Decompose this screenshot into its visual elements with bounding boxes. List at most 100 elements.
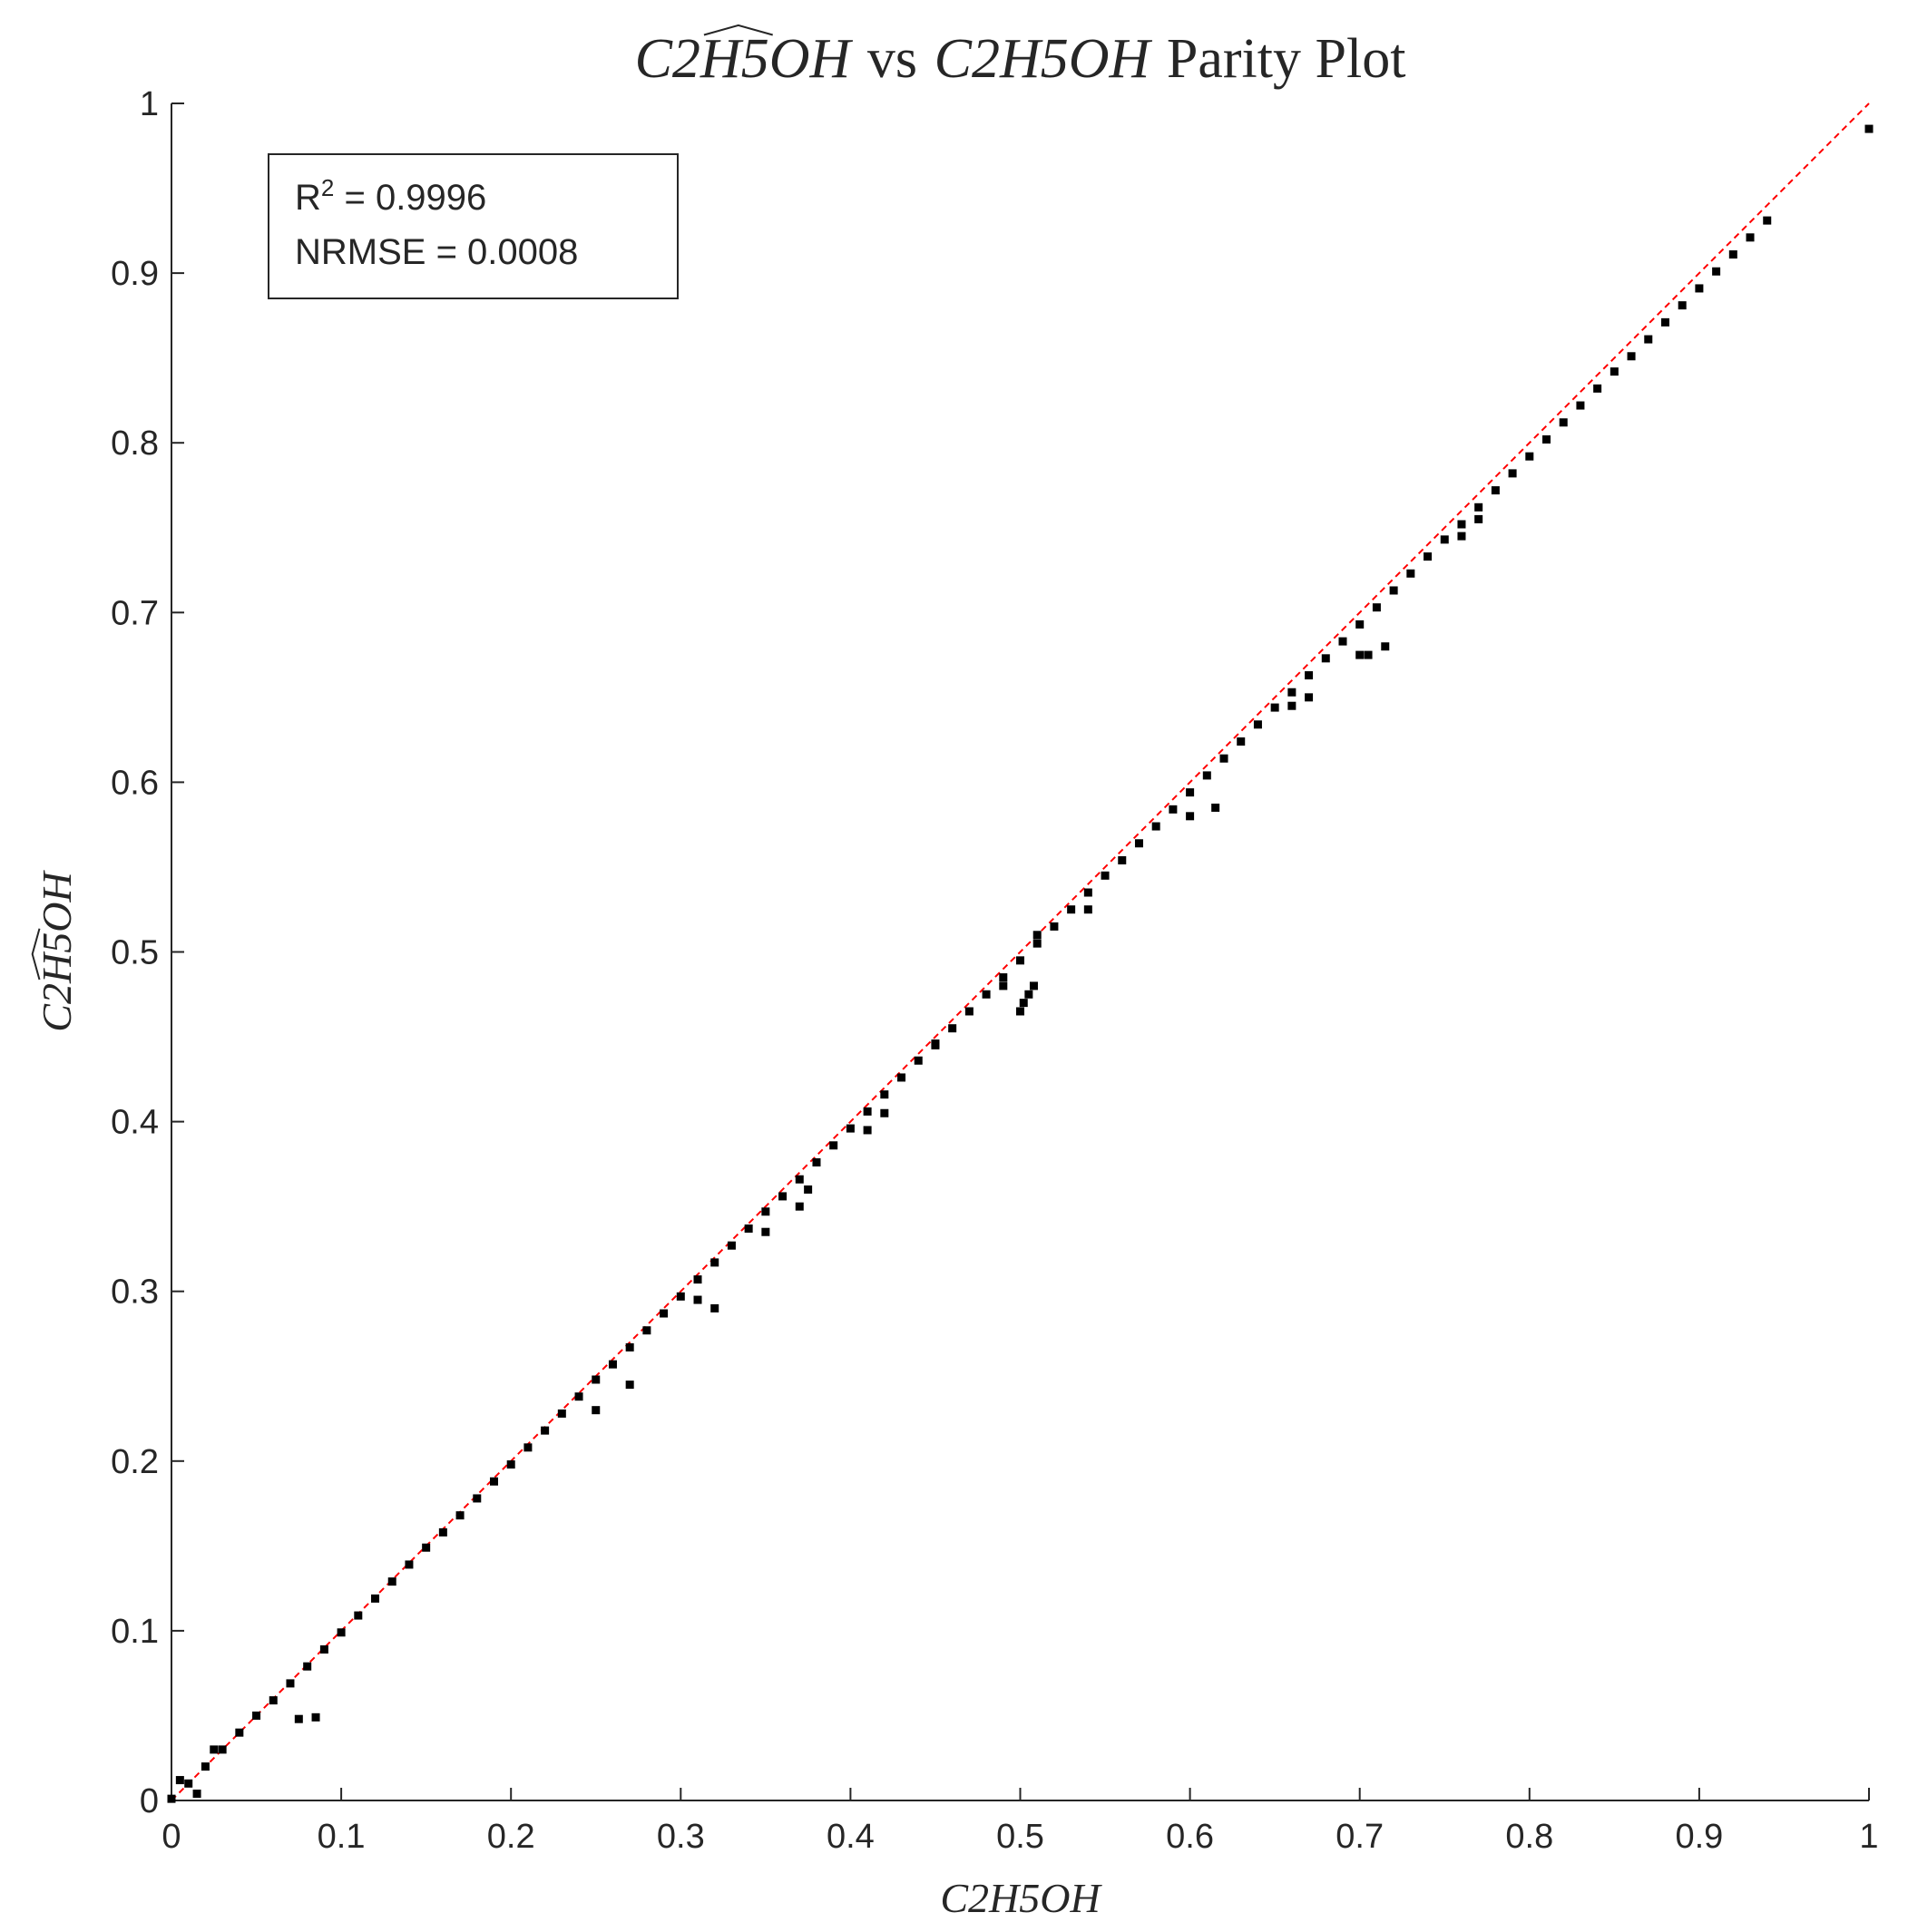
point (1542, 434, 1551, 444)
point (1381, 642, 1390, 651)
point (1186, 788, 1195, 797)
chart-title-part: C2H5OH (934, 28, 1153, 90)
chart-title-part: Parity Plot (1167, 28, 1406, 90)
y-tick-label: 0.1 (111, 1613, 159, 1651)
point (880, 1108, 889, 1117)
point (999, 981, 1008, 990)
point (1202, 771, 1211, 780)
hat (703, 24, 773, 36)
point (1864, 124, 1874, 133)
point (1016, 1007, 1024, 1016)
point (625, 1342, 634, 1351)
point (1355, 620, 1365, 629)
point (1440, 535, 1449, 544)
point (1287, 688, 1296, 697)
point (201, 1762, 210, 1771)
point (1029, 981, 1038, 990)
x-tick-label: 0.6 (1166, 1818, 1214, 1856)
point (1305, 671, 1314, 680)
point (303, 1662, 312, 1671)
x-tick-label: 0.7 (1336, 1818, 1384, 1856)
point (676, 1292, 685, 1301)
point (1050, 922, 1059, 931)
x-tick-label: 1 (1859, 1818, 1878, 1856)
point (1406, 569, 1415, 578)
y-tick-label: 0.6 (111, 764, 159, 802)
point (1211, 803, 1220, 812)
point (693, 1295, 702, 1304)
point (337, 1628, 346, 1637)
point (1424, 552, 1433, 561)
x-tick-label: 0.4 (827, 1818, 875, 1856)
point (1270, 703, 1279, 712)
point (354, 1611, 363, 1620)
point (948, 1024, 957, 1033)
point (405, 1560, 414, 1569)
x-tick-label: 0.1 (318, 1818, 366, 1856)
chart-title-part: H5 (700, 28, 769, 90)
point (1559, 418, 1568, 427)
point (371, 1594, 380, 1603)
point (192, 1790, 201, 1799)
point (175, 1776, 184, 1785)
point (387, 1577, 396, 1586)
hat (31, 928, 41, 981)
point (1101, 871, 1110, 880)
y-tick-label: 0.3 (111, 1273, 159, 1312)
annotation-box (268, 153, 679, 299)
annotation-part: = 0.9996 (334, 178, 486, 218)
point (1746, 233, 1755, 242)
annotation-part: NRMSE = 0.0008 (295, 232, 578, 272)
point (642, 1326, 651, 1335)
point (795, 1202, 804, 1211)
point (1355, 650, 1365, 659)
point (660, 1309, 669, 1318)
point (1338, 637, 1347, 646)
x-axis-label-part: C2H5OH (940, 1875, 1102, 1921)
point (744, 1224, 753, 1233)
point (1287, 701, 1296, 710)
y-axis-label-part: C2 (34, 983, 80, 1032)
point (1321, 654, 1330, 663)
point (1389, 586, 1398, 595)
point (592, 1375, 601, 1384)
point (1457, 532, 1466, 541)
chart-title: C2H5OH vs C2H5OH Parity Plot (635, 28, 1406, 90)
point (1067, 905, 1076, 914)
point (167, 1794, 176, 1803)
point (710, 1303, 719, 1312)
chart-title-part: OH (769, 28, 854, 90)
y-tick-label: 0 (140, 1782, 159, 1820)
point (1576, 401, 1585, 410)
y-tick-label: 0.7 (111, 594, 159, 632)
point (1083, 905, 1092, 914)
point (592, 1406, 601, 1415)
y-tick-label: 0.4 (111, 1104, 159, 1142)
point (269, 1696, 278, 1705)
point (1118, 855, 1127, 864)
point (812, 1158, 821, 1167)
point (218, 1745, 227, 1754)
reference-line (171, 102, 1870, 1801)
point (727, 1241, 736, 1250)
point (1678, 301, 1687, 310)
point (235, 1728, 244, 1737)
point (804, 1185, 813, 1194)
point (506, 1460, 515, 1469)
point (1695, 284, 1704, 293)
point (761, 1207, 770, 1216)
point (761, 1227, 770, 1236)
point (693, 1275, 702, 1284)
x-tick-label: 0.3 (657, 1818, 705, 1856)
point (1151, 822, 1160, 831)
point (1305, 693, 1314, 702)
point (880, 1090, 889, 1099)
point (1593, 384, 1602, 393)
point (1253, 720, 1262, 729)
y-tick-label: 0.9 (111, 255, 159, 293)
point (1134, 839, 1143, 848)
y-axis-label-part: H5 (34, 932, 80, 984)
point (897, 1073, 906, 1082)
point (1032, 939, 1042, 948)
